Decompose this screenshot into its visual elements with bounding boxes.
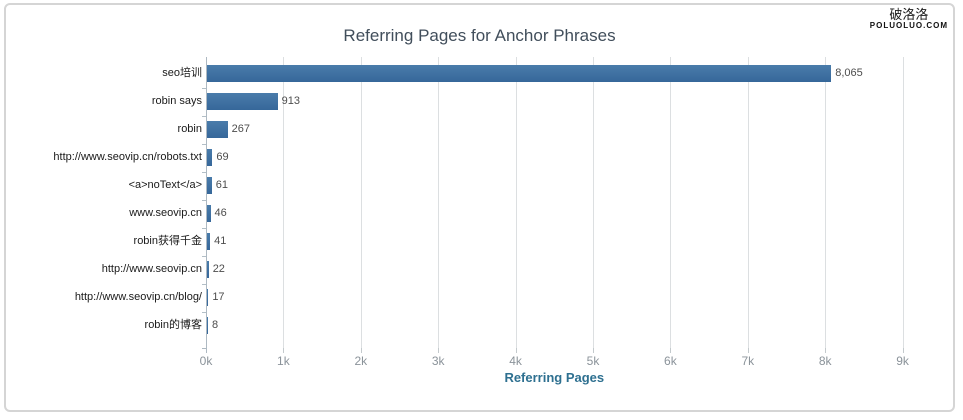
bar bbox=[207, 317, 208, 334]
bar bbox=[207, 233, 211, 250]
bar bbox=[207, 65, 832, 82]
y-axis-tick bbox=[202, 87, 206, 89]
category-label: robin bbox=[177, 123, 202, 135]
gridline bbox=[283, 57, 285, 348]
bar bbox=[207, 149, 213, 166]
category-label: robin的博客 bbox=[144, 319, 202, 331]
category-label: http://www.seovip.cn/robots.txt bbox=[53, 151, 202, 163]
y-axis-tick bbox=[202, 171, 206, 173]
bar-value-label: 61 bbox=[215, 179, 228, 191]
x-axis-tick bbox=[670, 348, 672, 353]
gridline bbox=[902, 57, 904, 348]
gridline bbox=[593, 57, 594, 348]
chart-panel: 破洛洛 POLUOLUO.COM Referring Pages for Anc… bbox=[4, 3, 955, 412]
bar-value-label: 8,065 bbox=[835, 67, 863, 79]
x-axis-tick bbox=[902, 348, 904, 353]
bar bbox=[207, 93, 278, 110]
y-axis-tick bbox=[202, 143, 206, 145]
gridline bbox=[670, 57, 672, 348]
x-axis-tick bbox=[515, 348, 517, 353]
y-axis-tick bbox=[202, 227, 206, 229]
y-axis-tick bbox=[202, 311, 206, 313]
category-label: <a>noText</a> bbox=[128, 179, 202, 191]
x-tick-label: 9k bbox=[896, 354, 909, 368]
y-axis-tick bbox=[202, 255, 206, 257]
gridline bbox=[360, 57, 362, 348]
category-label: http://www.seovip.cn/blog/ bbox=[74, 291, 202, 303]
category-label: http://www.seovip.cn bbox=[101, 263, 202, 275]
y-axis-tick bbox=[202, 199, 206, 201]
gridline bbox=[438, 57, 440, 348]
x-tick-label: 6k bbox=[664, 354, 677, 368]
category-label: www.seovip.cn bbox=[129, 207, 202, 219]
bar bbox=[207, 261, 209, 278]
x-tick-label: 0k bbox=[199, 354, 213, 368]
x-axis-tick bbox=[825, 348, 827, 353]
bar-value-label: 41 bbox=[214, 235, 227, 247]
x-tick-label: 3k bbox=[431, 354, 445, 368]
bar-value-label: 22 bbox=[212, 263, 225, 275]
chart-title: Referring Pages for Anchor Phrases bbox=[343, 26, 616, 45]
y-axis-tick bbox=[202, 283, 206, 285]
bar-chart-plot: 0k 1k 2k 3k 4k 5k 6k 7k 8k 9k seo培训 8,065 robin says… bbox=[6, 5, 953, 410]
x-axis-tick bbox=[206, 348, 207, 353]
bar-value-label: 69 bbox=[216, 151, 229, 163]
category-label: seo培训 bbox=[162, 67, 202, 79]
y-axis-line bbox=[206, 57, 207, 348]
bar-value-label: 913 bbox=[281, 95, 301, 107]
bar-value-label: 46 bbox=[214, 207, 227, 219]
y-axis-tick bbox=[202, 115, 206, 117]
x-axis-tick bbox=[283, 348, 285, 353]
x-tick-label: 2k bbox=[354, 354, 368, 368]
x-tick-label: 5k bbox=[586, 354, 600, 368]
x-axis-tick bbox=[747, 348, 749, 353]
x-tick-label: 4k bbox=[509, 354, 522, 368]
x-axis-tick bbox=[593, 348, 594, 353]
bar bbox=[207, 289, 209, 306]
bar bbox=[207, 121, 228, 138]
y-axis-tick bbox=[202, 348, 206, 349]
logo-chinese-text: 破洛洛 bbox=[889, 7, 929, 22]
site-logo: 破洛洛 POLUOLUO.COM bbox=[869, 7, 948, 31]
x-tick-label: 8k bbox=[818, 354, 832, 368]
x-axis-tick bbox=[360, 348, 362, 353]
x-axis-tick bbox=[438, 348, 440, 353]
x-axis-title: Referring Pages bbox=[504, 370, 605, 385]
gridline bbox=[515, 57, 517, 348]
bar bbox=[207, 177, 212, 194]
x-tick-label: 1k bbox=[277, 354, 290, 368]
x-tick-label: 7k bbox=[741, 354, 755, 368]
bar-value-label: 17 bbox=[212, 291, 225, 303]
gridline bbox=[825, 57, 827, 348]
gridline bbox=[747, 57, 749, 348]
bar-value-label: 267 bbox=[231, 123, 251, 135]
logo-domain-text: POLUOLUO.COM bbox=[869, 21, 948, 31]
bar bbox=[207, 205, 211, 222]
category-label: robin says bbox=[151, 95, 202, 107]
bar-value-label: 8 bbox=[212, 319, 219, 331]
category-label: robin获得千金 bbox=[133, 235, 202, 247]
